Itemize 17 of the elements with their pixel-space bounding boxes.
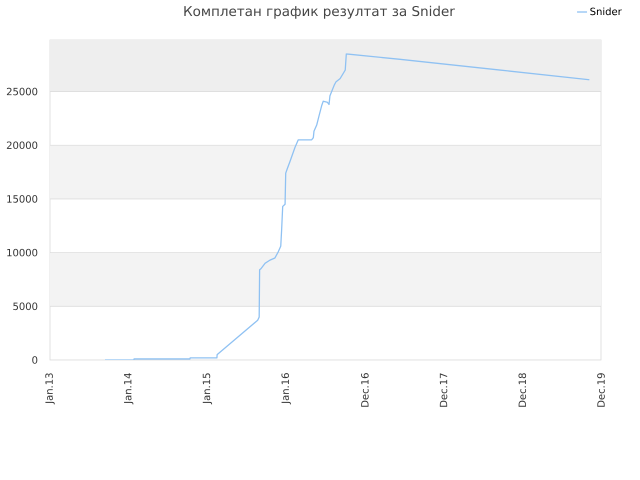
chart-title: Комплетан график резултат за Snider xyxy=(184,6,455,19)
legend-label: Snider xyxy=(590,7,622,16)
y-tick-label: 10000 xyxy=(7,248,38,256)
x-tick-label: Dec.18 xyxy=(518,373,526,407)
y-tick-label: 15000 xyxy=(7,195,38,203)
y-tick-label: 5000 xyxy=(13,302,38,310)
x-tick-label: Jan.14 xyxy=(124,373,134,404)
x-tick-label: Jan.16 xyxy=(281,373,291,404)
line-series xyxy=(104,53,590,360)
y-tick-label: 20000 xyxy=(6,141,38,150)
y-tick-label: 25000 xyxy=(6,88,38,96)
x-tick-label: Jan.13 xyxy=(45,373,55,404)
x-tick-label: Dec.17 xyxy=(440,373,448,407)
x-tick-label: Jan.15 xyxy=(202,373,212,404)
x-tick-label: Dec.16 xyxy=(361,373,369,407)
x-tick-label: Dec.19 xyxy=(597,373,605,407)
y-tick-label: 0 xyxy=(32,356,38,364)
